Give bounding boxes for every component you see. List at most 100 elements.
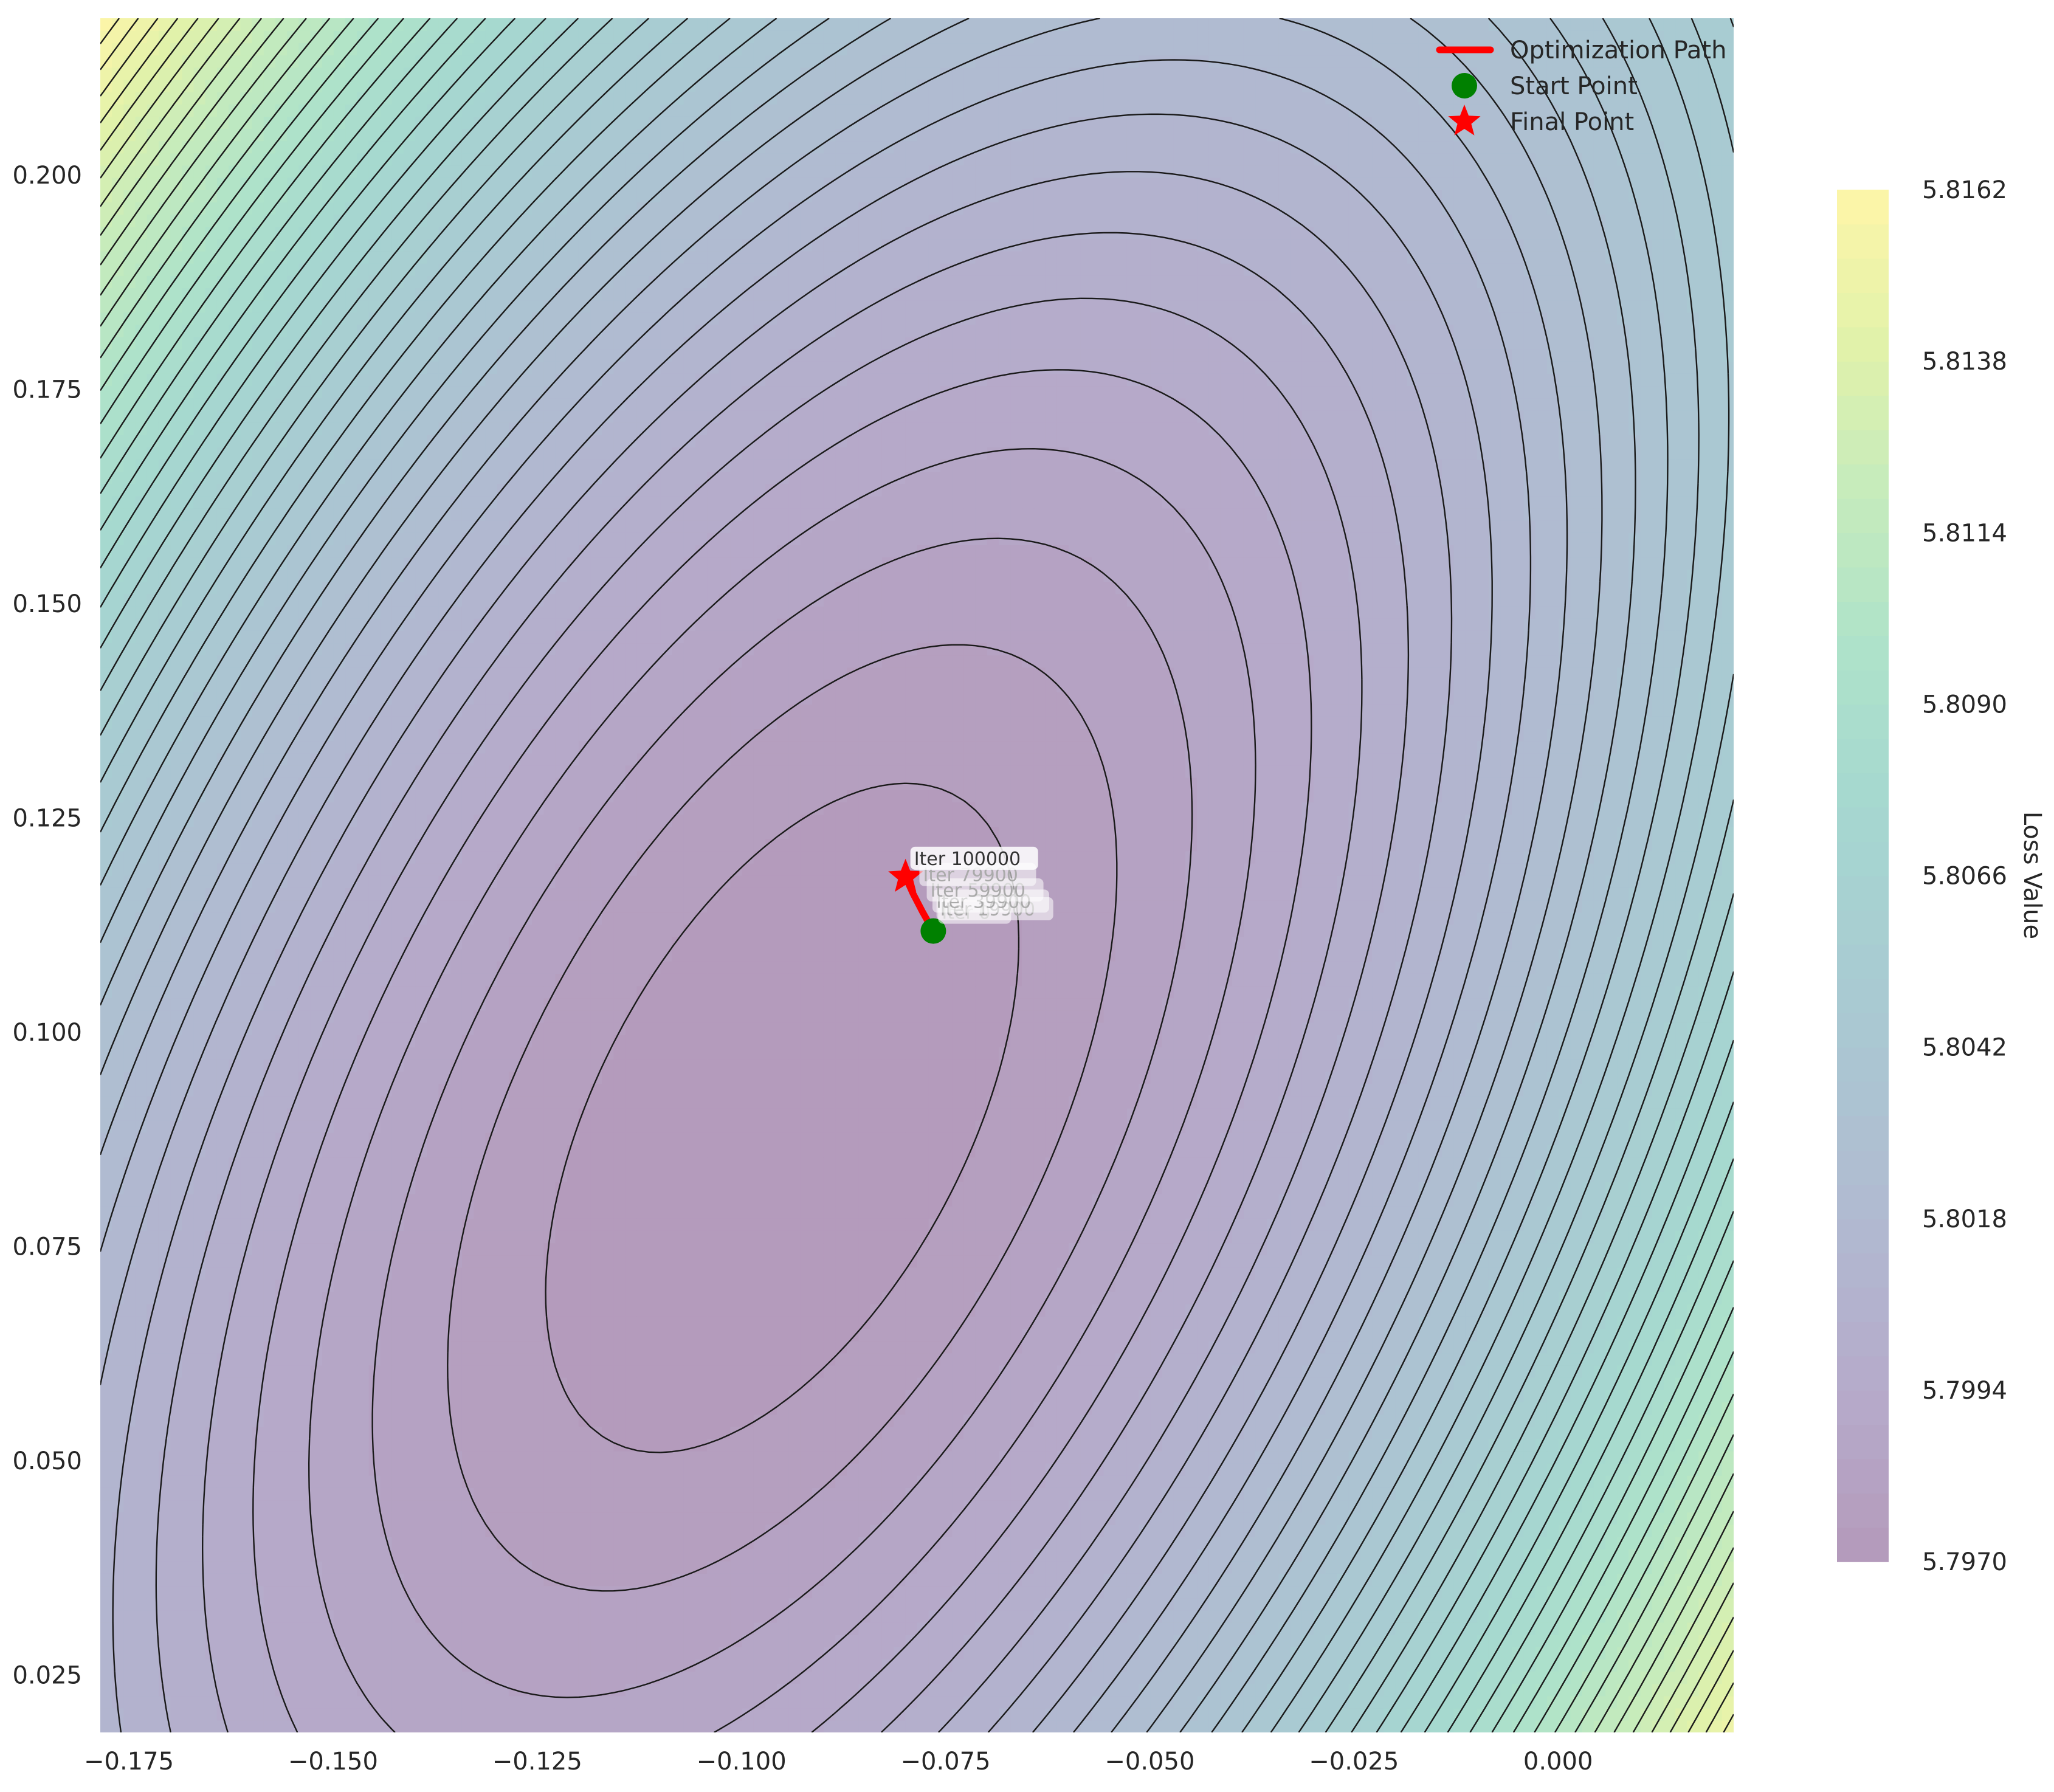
contour-fill-cell [812,1353,824,1366]
contour-fill-cell [450,1585,463,1599]
contour-fill-cell [800,1353,813,1366]
contour-fill-cell [275,1512,288,1525]
contour-fill-cell [1080,1438,1093,1452]
contour-fill-cell [777,1524,790,1537]
contour-fill-cell [1301,1610,1314,1623]
contour-fill-cell [135,1316,148,1329]
contour-fill-cell [636,1524,649,1537]
contour-fill-cell [1593,1524,1606,1537]
contour-fill-cell [520,1512,532,1525]
contour-fill-cell [1593,1353,1606,1366]
contour-fill-cell [847,1487,860,1501]
contour-fill-cell [391,1610,404,1623]
contour-fill-cell [170,1316,183,1329]
contour-fill-cell [1150,1291,1163,1304]
contour-fill-cell [1418,1450,1431,1464]
contour-fill-cell [1126,1390,1139,1402]
contour-fill-cell [1010,1585,1023,1599]
contour-fill-cell [450,1304,463,1317]
contour-fill-cell [474,1708,486,1721]
contour-fill-cell [461,1524,474,1537]
contour-fill-cell [1582,1475,1594,1488]
contour-fill-cell [1314,1377,1326,1390]
contour-fill-cell [753,1475,766,1488]
contour-fill-cell [1069,1683,1081,1697]
contour-fill-cell [1243,1597,1256,1611]
contour-fill-cell [497,1402,509,1415]
contour-fill-cell [1092,1487,1105,1501]
contour-fill-cell [1010,1291,1023,1304]
contour-fill-cell [683,1512,696,1525]
contour-fill-cell [636,1610,649,1623]
contour-fill-cell [1139,1708,1151,1721]
contour-fill-cell [1372,1634,1385,1647]
contour-fill-cell [1687,1328,1700,1342]
contour-fill-cell [940,1597,953,1611]
contour-fill-cell [894,1573,906,1587]
contour-fill-cell [1465,1720,1478,1732]
contour-fill-cell [1687,1438,1700,1452]
contour-fill-cell [625,1585,638,1599]
contour-fill-cell [1022,1585,1035,1599]
contour-fill-cell [415,1390,428,1402]
contour-fill-cell [672,1450,684,1464]
contour-fill-cell [333,1561,346,1574]
contour-fill-cell [333,1622,346,1635]
contour-fill-cell [963,1695,976,1709]
contour-fill-cell [719,1463,731,1476]
contour-fill-cell [252,1304,264,1317]
contour-fill-cell [660,1475,673,1488]
contour-fill-cell [649,1573,661,1587]
contour-fill-cell [404,1402,416,1415]
contour-fill-cell [252,1622,264,1635]
contour-fill-cell [707,1426,720,1439]
contour-fill-cell [345,1548,358,1562]
contour-fill-cell [310,1291,323,1304]
contour-fill-cell [1698,1647,1711,1659]
contour-fill-cell [193,1708,206,1721]
contour-fill-cell [1220,1340,1233,1354]
contour-fill-cell [578,1450,591,1464]
contour-fill-cell [788,1524,801,1537]
contour-fill-cell [719,1573,731,1587]
contour-fill-cell [1605,1463,1618,1476]
contour-fill-cell [450,1328,463,1342]
contour-fill-cell [917,1610,929,1623]
contour-fill-cell [835,1622,848,1635]
contour-fill-cell [602,1708,615,1721]
contour-fill-cell [765,1426,777,1439]
contour-fill-cell [461,1610,474,1623]
contour-fill-cell [1267,1695,1280,1709]
contour-fill-cell [1220,1426,1233,1439]
contour-fill-cell [298,1291,311,1304]
contour-fill-cell [952,1659,965,1672]
contour-fill-cell [1582,1524,1594,1537]
contour-fill-cell [485,1561,498,1574]
contour-fill-cell [707,1720,720,1732]
contour-fill-cell [1208,1622,1221,1635]
contour-fill-cell [205,1304,218,1317]
contour-fill-cell [1069,1353,1081,1366]
contour-fill-cell [1442,1561,1455,1574]
contour-fill-cell [1267,1438,1280,1452]
contour-fill-cell [1675,1659,1688,1672]
contour-fill-cell [905,1683,918,1697]
contour-fill-cell [742,1659,754,1672]
contour-fill-cell [555,1402,568,1415]
contour-fill-cell [917,1720,929,1732]
contour-fill-cell [1255,1463,1268,1476]
contour-fill-cell [427,1695,439,1709]
contour-fill-cell [1115,1377,1128,1390]
contour-fill-cell [823,1450,836,1464]
contour-fill-cell [765,1340,777,1354]
contour-fill-cell [1453,1683,1466,1697]
contour-fill-cell [1243,1450,1256,1464]
contour-fill-cell [1255,1426,1268,1439]
contour-fill-cell [1115,1463,1128,1476]
contour-fill-cell [812,1426,824,1439]
contour-fill-cell [636,1402,649,1415]
contour-fill-cell [1442,1304,1455,1317]
contour-fill-cell [404,1438,416,1452]
contour-fill-cell [602,1647,615,1659]
contour-fill-cell [800,1475,813,1488]
